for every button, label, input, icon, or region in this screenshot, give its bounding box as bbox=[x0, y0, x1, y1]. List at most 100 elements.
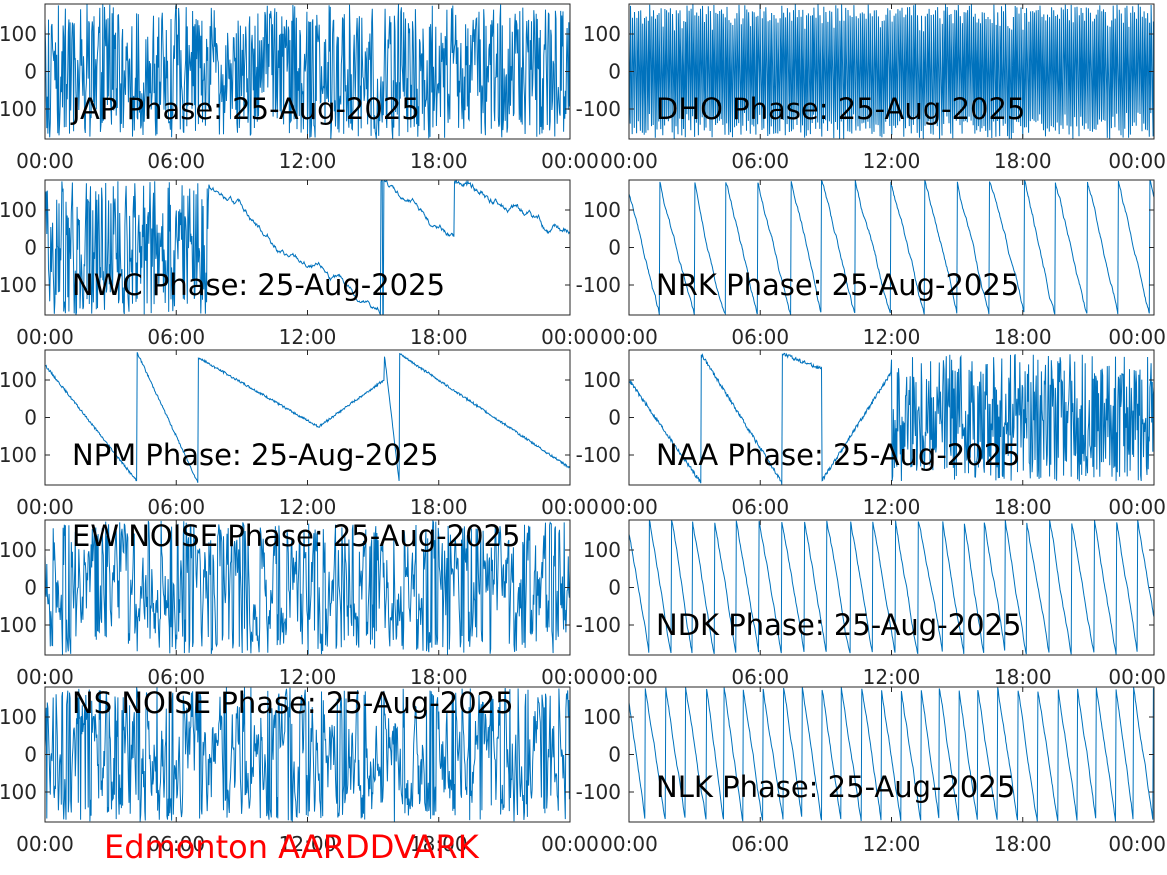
x-tick-label: 00:00 bbox=[600, 665, 658, 689]
y-tick-label: -100 bbox=[0, 443, 37, 467]
phase-series-line bbox=[629, 687, 1154, 822]
subplot-4: 100 0 -100 00:00 06:00 12:00 18:00 00:00 NRK Pha… bbox=[576, 179, 1166, 349]
x-tick-label: 00:00 bbox=[541, 495, 599, 519]
x-tick-label: 18:00 bbox=[994, 325, 1052, 349]
phase-series-line bbox=[629, 520, 1154, 655]
y-tick-label: -100 bbox=[576, 273, 621, 297]
x-tick-label: 18:00 bbox=[410, 325, 468, 349]
x-tick-label: 00:00 bbox=[600, 495, 658, 519]
plot-area bbox=[629, 180, 1154, 315]
subplot-8: 100 0 -100 00:00 06:00 12:00 18:00 00:00 NDK Pha… bbox=[576, 519, 1166, 689]
y-tick-label: 0 bbox=[608, 60, 621, 84]
x-tick-label: 06:00 bbox=[731, 325, 789, 349]
x-tick-label: 12:00 bbox=[863, 665, 921, 689]
x-tick-label: 00:00 bbox=[541, 665, 599, 689]
x-tick-label: 00:00 bbox=[600, 832, 658, 856]
x-tick-label: 06:00 bbox=[731, 495, 789, 519]
phase-series-line bbox=[45, 687, 570, 822]
x-tick-label: 00:00 bbox=[1108, 495, 1166, 519]
x-tick-label: 18:00 bbox=[994, 149, 1052, 173]
y-tick-label: -100 bbox=[576, 97, 621, 121]
y-tick-label: 100 bbox=[0, 368, 37, 392]
x-tick-label: 06:00 bbox=[731, 832, 789, 856]
x-tick-label: 12:00 bbox=[279, 325, 337, 349]
x-tick-label: 12:00 bbox=[863, 325, 921, 349]
subplot-title: NAA Phase: 25-Aug-2025 bbox=[656, 438, 1021, 472]
subplot-title: NWC Phase: 25-Aug-2025 bbox=[72, 268, 445, 302]
phase-series-line bbox=[629, 4, 1154, 139]
subplot-title: NLK Phase: 25-Aug-2025 bbox=[656, 770, 1015, 804]
x-tick-label: 00:00 bbox=[16, 325, 74, 349]
x-tick-label: 00:00 bbox=[600, 325, 658, 349]
subplot-title: NPM Phase: 25-Aug-2025 bbox=[72, 438, 439, 472]
x-tick-label: 00:00 bbox=[600, 149, 658, 173]
x-tick-label: 06:00 bbox=[147, 832, 205, 856]
footer-title: Edmonton AARDDVARK bbox=[104, 828, 479, 866]
y-tick-label: 0 bbox=[24, 60, 37, 84]
x-tick-label: 18:00 bbox=[410, 665, 468, 689]
x-tick-label: 00:00 bbox=[1108, 665, 1166, 689]
y-tick-label: 0 bbox=[24, 743, 37, 767]
plot-area bbox=[45, 350, 570, 485]
x-tick-label: 00:00 bbox=[541, 832, 599, 856]
subplot-2: 100 0 -100 00:00 06:00 12:00 18:00 00:00 DHO Pha… bbox=[576, 3, 1166, 173]
x-tick-label: 06:00 bbox=[731, 149, 789, 173]
x-tick-label: 00:00 bbox=[16, 495, 74, 519]
y-tick-label: 100 bbox=[583, 705, 621, 729]
y-tick-label: -100 bbox=[0, 97, 37, 121]
y-tick-label: 0 bbox=[608, 743, 621, 767]
y-tick-label: 100 bbox=[583, 22, 621, 46]
subplot-title: JAP Phase: 25-Aug-2025 bbox=[70, 92, 420, 126]
x-tick-label: 12:00 bbox=[863, 832, 921, 856]
x-tick-label: 00:00 bbox=[16, 665, 74, 689]
subplot-title: NRK Phase: 25-Aug-2025 bbox=[656, 268, 1019, 302]
plot-area bbox=[629, 687, 1154, 822]
y-tick-label: 100 bbox=[583, 538, 621, 562]
y-tick-label: 100 bbox=[583, 198, 621, 222]
y-tick-label: -100 bbox=[0, 613, 37, 637]
subplot-title: NDK Phase: 25-Aug-2025 bbox=[656, 608, 1021, 642]
phase-series-line bbox=[45, 352, 570, 483]
y-tick-label: 100 bbox=[0, 22, 37, 46]
y-tick-label: 0 bbox=[24, 236, 37, 260]
y-tick-label: 100 bbox=[0, 705, 37, 729]
y-tick-label: -100 bbox=[576, 613, 621, 637]
subplot-1: 100 0 -100 00:00 06:00 12:00 18:00 00:00 JAP Pha… bbox=[0, 3, 599, 173]
phase-series-line bbox=[45, 180, 570, 315]
x-tick-label: 06:00 bbox=[147, 149, 205, 173]
x-tick-label: 12:00 bbox=[279, 149, 337, 173]
x-tick-label: 12:00 bbox=[279, 665, 337, 689]
subplot-5: 100 0 -100 00:00 06:00 12:00 18:00 00:00 NPM Pha… bbox=[0, 349, 599, 519]
x-tick-label: 18:00 bbox=[410, 495, 468, 519]
y-tick-label: 0 bbox=[608, 576, 621, 600]
y-tick-label: -100 bbox=[576, 780, 621, 804]
y-tick-label: -100 bbox=[576, 443, 621, 467]
subplot-6: 100 0 -100 00:00 06:00 12:00 18:00 00:00 NAA Pha… bbox=[576, 349, 1166, 519]
x-tick-label: 06:00 bbox=[731, 665, 789, 689]
x-tick-label: 00:00 bbox=[16, 149, 74, 173]
x-tick-label: 18:00 bbox=[994, 495, 1052, 519]
y-tick-label: -100 bbox=[0, 780, 37, 804]
x-tick-label: 00:00 bbox=[1108, 832, 1166, 856]
x-tick-label: 12:00 bbox=[863, 495, 921, 519]
x-tick-label: 06:00 bbox=[147, 325, 205, 349]
x-tick-label: 00:00 bbox=[1108, 149, 1166, 173]
subplot-title: EW NOISE Phase: 25-Aug-2025 bbox=[72, 519, 520, 553]
subplot-3: 100 0 -100 00:00 06:00 12:00 18:00 00:00 NWC Pha… bbox=[0, 179, 599, 349]
y-tick-label: -100 bbox=[0, 273, 37, 297]
y-tick-label: 0 bbox=[24, 576, 37, 600]
x-tick-label: 12:00 bbox=[863, 149, 921, 173]
x-tick-label: 06:00 bbox=[147, 665, 205, 689]
x-tick-label: 00:00 bbox=[16, 832, 74, 856]
y-tick-label: 100 bbox=[583, 368, 621, 392]
y-tick-label: 0 bbox=[24, 406, 37, 430]
x-tick-label: 18:00 bbox=[994, 665, 1052, 689]
x-tick-label: 12:00 bbox=[279, 832, 337, 856]
phase-series-line bbox=[45, 520, 570, 655]
phase-series-line bbox=[629, 180, 1154, 315]
x-tick-label: 00:00 bbox=[1108, 325, 1166, 349]
subplot-title: NS NOISE Phase: 25-Aug-2025 bbox=[72, 686, 514, 720]
subplot-title: DHO Phase: 25-Aug-2025 bbox=[656, 92, 1025, 126]
subplot-9: 100 0 -100 00:00 06:00 12:00 18:00 00:00 NS NOIS… bbox=[0, 686, 599, 856]
